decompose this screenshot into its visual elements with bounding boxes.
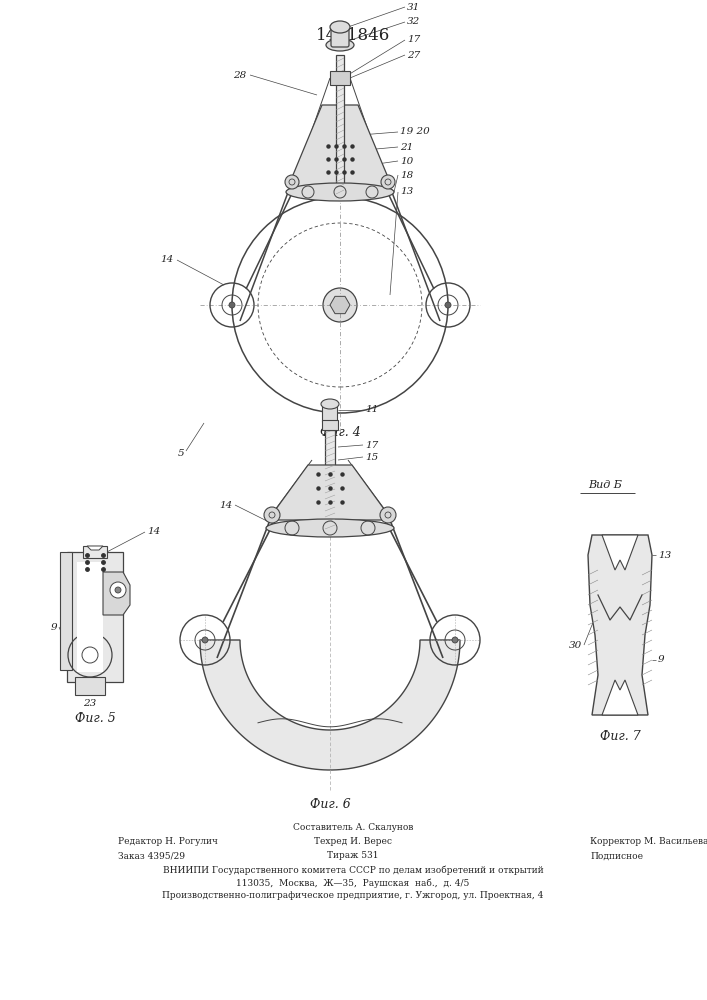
Polygon shape <box>103 572 130 615</box>
Text: 23: 23 <box>83 698 97 708</box>
Text: 21: 21 <box>400 142 414 151</box>
FancyBboxPatch shape <box>336 55 344 197</box>
Polygon shape <box>602 535 638 570</box>
Text: 9: 9 <box>50 622 57 632</box>
Ellipse shape <box>321 399 339 409</box>
Ellipse shape <box>326 39 354 51</box>
Text: 14: 14 <box>220 500 233 510</box>
FancyBboxPatch shape <box>325 430 335 532</box>
Circle shape <box>285 175 299 189</box>
Text: 19 20: 19 20 <box>400 127 430 136</box>
Text: 17: 17 <box>407 35 420 44</box>
FancyBboxPatch shape <box>322 404 337 424</box>
FancyBboxPatch shape <box>77 562 103 672</box>
Circle shape <box>452 637 458 643</box>
Circle shape <box>110 582 126 598</box>
Text: 9: 9 <box>658 656 665 664</box>
Text: Заказ 4395/29: Заказ 4395/29 <box>118 852 185 860</box>
Text: Вид Б: Вид Б <box>588 480 622 490</box>
Text: Фиг. 7: Фиг. 7 <box>600 730 641 744</box>
Circle shape <box>264 507 280 523</box>
FancyBboxPatch shape <box>331 25 349 47</box>
Text: Подписное: Подписное <box>590 852 643 860</box>
Polygon shape <box>602 680 638 715</box>
Text: 30: 30 <box>568 641 582 650</box>
Text: Редактор Н. Рогулич: Редактор Н. Рогулич <box>118 838 218 846</box>
Circle shape <box>229 302 235 308</box>
Text: 14: 14 <box>160 255 174 264</box>
Text: 14: 14 <box>147 526 160 536</box>
Polygon shape <box>268 465 392 520</box>
Ellipse shape <box>286 183 394 201</box>
Text: 31: 31 <box>407 2 420 11</box>
Text: Техред И. Верес: Техред И. Верес <box>314 838 392 846</box>
Text: Составитель А. Скалунов: Составитель А. Скалунов <box>293 822 413 832</box>
Circle shape <box>445 302 451 308</box>
Circle shape <box>381 175 395 189</box>
Text: ВНИИПИ Государственного комитета СССР по делам изобретений и открытий: ВНИИПИ Государственного комитета СССР по… <box>163 865 544 875</box>
Polygon shape <box>200 640 460 770</box>
FancyBboxPatch shape <box>83 546 107 558</box>
Ellipse shape <box>266 519 394 537</box>
Text: 27: 27 <box>407 50 420 60</box>
Text: 113035,  Москва,  Ж—35,  Раушская  наб.,  д. 4/5: 113035, Москва, Ж—35, Раушская наб., д. … <box>236 878 469 888</box>
Text: 11: 11 <box>365 406 378 414</box>
Text: 28: 28 <box>233 70 246 80</box>
Text: Фиг. 4: Фиг. 4 <box>320 426 361 438</box>
FancyBboxPatch shape <box>322 420 338 430</box>
Text: Фиг. 6: Фиг. 6 <box>310 798 351 812</box>
Text: Корректор М. Васильева: Корректор М. Васильева <box>590 838 707 846</box>
Polygon shape <box>330 296 350 314</box>
Text: 10: 10 <box>400 156 414 165</box>
Text: 17: 17 <box>365 440 378 450</box>
Text: Тираж 531: Тираж 531 <box>327 852 379 860</box>
Text: 1421846: 1421846 <box>316 26 390 43</box>
Text: 13: 13 <box>658 550 671 560</box>
Text: 32: 32 <box>407 17 420 26</box>
Text: Производственно-полиграфическое предприятие, г. Ужгород, ул. Проектная, 4: Производственно-полиграфическое предприя… <box>163 892 544 900</box>
Circle shape <box>323 288 357 322</box>
FancyBboxPatch shape <box>330 71 350 85</box>
Polygon shape <box>588 535 652 715</box>
FancyBboxPatch shape <box>75 677 105 695</box>
FancyBboxPatch shape <box>67 552 123 682</box>
Polygon shape <box>288 105 392 187</box>
FancyBboxPatch shape <box>60 552 72 670</box>
Circle shape <box>202 637 208 643</box>
Ellipse shape <box>330 21 350 33</box>
Circle shape <box>115 587 121 593</box>
Circle shape <box>380 507 396 523</box>
Polygon shape <box>87 546 103 550</box>
Text: 13: 13 <box>400 188 414 196</box>
Text: 5: 5 <box>177 448 184 458</box>
Text: 18: 18 <box>400 170 414 180</box>
Text: Фиг. 5: Фиг. 5 <box>75 712 115 724</box>
Text: 15: 15 <box>365 452 378 462</box>
